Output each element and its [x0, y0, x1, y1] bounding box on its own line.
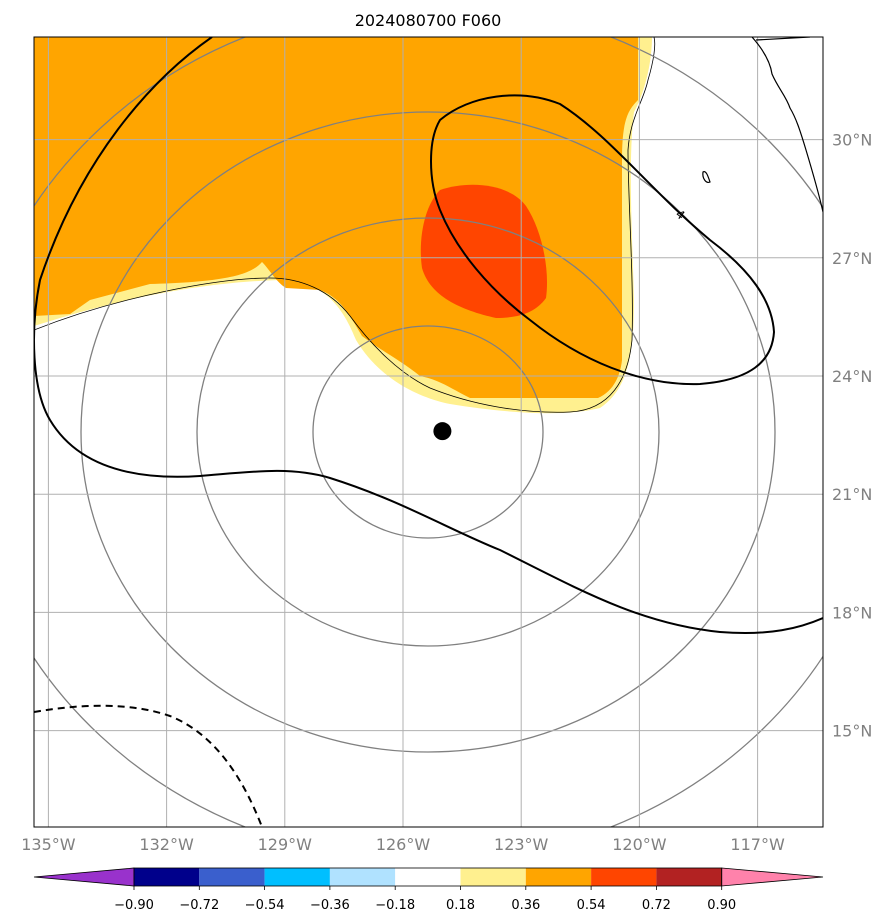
- colorbar-tick-label: 0.90: [707, 898, 736, 913]
- colorbar-segment: [525, 868, 592, 886]
- colorbar-tick-label: 0.18: [446, 898, 475, 913]
- thin-contour: [34, 37, 656, 413]
- colorbar-segment: [460, 868, 526, 886]
- colorbar-segment: [264, 868, 330, 886]
- colorbar-under-extend: [33, 867, 135, 887]
- thick-contour-large: [34, 37, 823, 635]
- colorbar-tick-label: −0.36: [310, 898, 350, 913]
- longitude-label: 126°W: [376, 835, 431, 854]
- small-contour-island: [702, 171, 711, 183]
- coastline: [751, 37, 823, 213]
- colorbar-tick-label: −0.72: [179, 898, 219, 913]
- colorbar-tick-label: −0.18: [375, 898, 415, 913]
- longitude-label: 123°W: [494, 835, 549, 854]
- latitude-label: 21°N: [832, 485, 872, 504]
- colorbar-frame: [133, 867, 723, 887]
- longitude-labels: 135°W 132°W 129°W 126°W 123°W 120°W 117°W: [21, 835, 785, 854]
- longitude-label: 129°W: [258, 835, 313, 854]
- latitude-label: 27°N: [832, 249, 872, 268]
- plot-area: 4: [34, 37, 823, 827]
- latitude-label: 15°N: [832, 722, 872, 741]
- thick-contour-loop: [430, 94, 776, 386]
- field-fill-red: [420, 184, 548, 318]
- range-rings: [34, 37, 823, 827]
- colorbar-tick-label: 0.54: [577, 898, 606, 913]
- colorbar-tick-label: 0.72: [642, 898, 671, 913]
- latitude-label: 18°N: [832, 603, 872, 622]
- longitude-label: 117°W: [730, 835, 785, 854]
- longitude-label: 120°W: [612, 835, 667, 854]
- colorbar: −0.90 −0.72 −0.54 −0.36 −0.18 0.18 0.36 0.54 0.7…: [33, 867, 824, 913]
- figure-title: 2024080700 F060: [355, 11, 502, 30]
- colorbar-segment: [199, 868, 265, 886]
- latitude-label: 30°N: [832, 131, 872, 150]
- latitude-label: 24°N: [832, 367, 872, 386]
- colorbar-tick-label: −0.54: [245, 898, 285, 913]
- plot-frame: [33, 36, 824, 828]
- longitude-label: 135°W: [21, 835, 76, 854]
- colorbar-over-extend: [721, 867, 824, 887]
- colorbar-tick-label: −0.90: [114, 898, 154, 913]
- colorbar-segment: [395, 868, 461, 886]
- dashed-contour: [34, 704, 263, 827]
- storm-center-marker: [433, 422, 452, 441]
- colorbar-segment: [134, 868, 200, 886]
- colorbar-segment: [591, 868, 657, 886]
- longitude-label: 132°W: [139, 835, 194, 854]
- colorbar-segment: [329, 868, 396, 886]
- field-fill-orange: [34, 37, 638, 398]
- latitude-labels: 30°N 27°N 24°N 21°N 18°N 15°N: [832, 131, 872, 741]
- colorbar-tick-label: 0.36: [511, 898, 540, 913]
- colorbar-segment: [656, 868, 722, 886]
- gridlines: [34, 37, 823, 827]
